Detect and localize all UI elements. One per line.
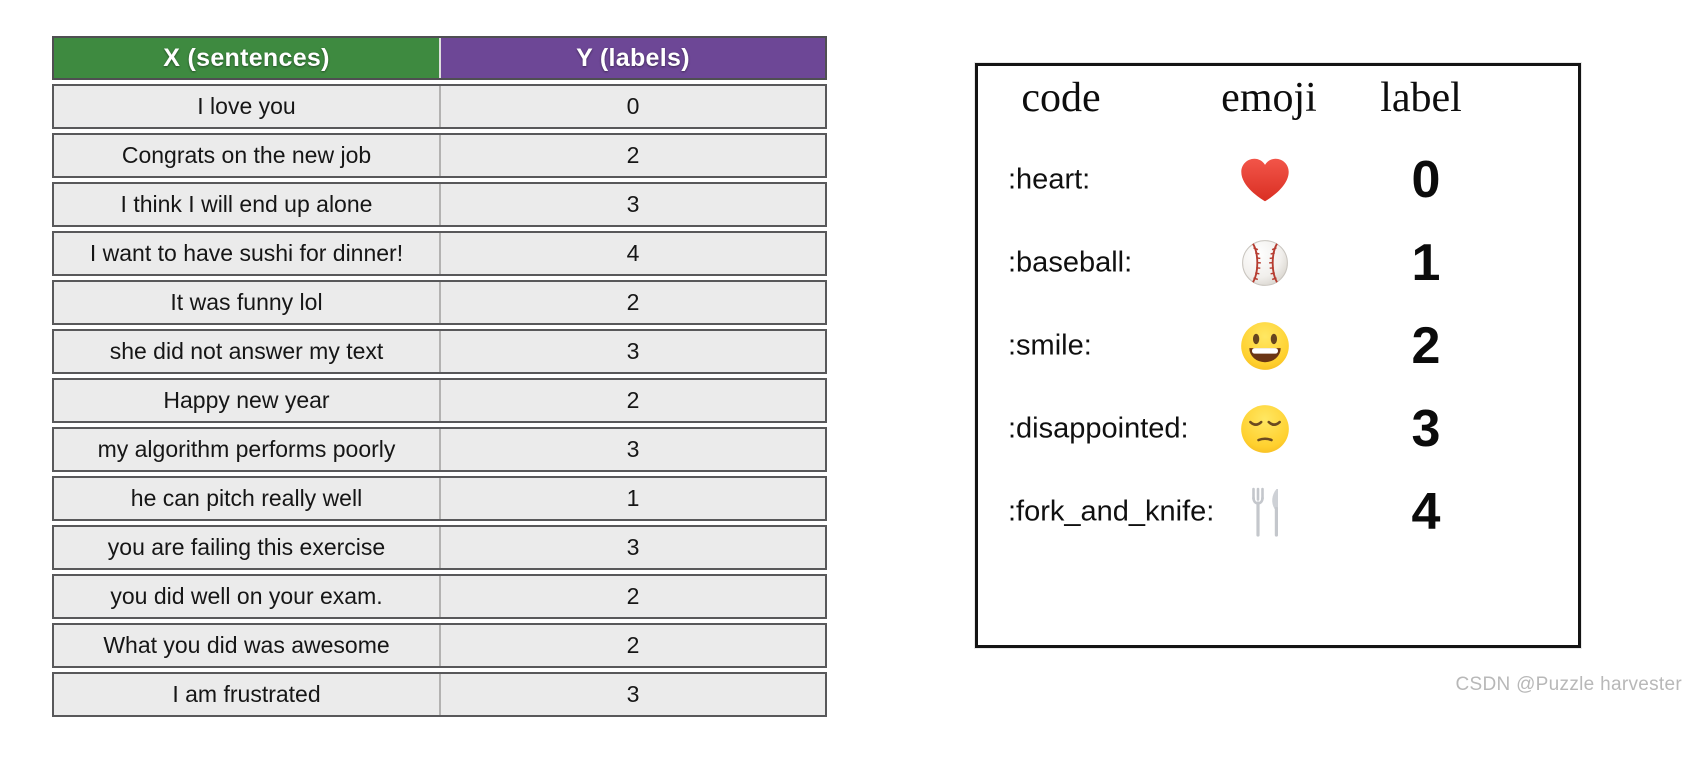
- sentence-cell: you are failing this exercise: [107, 534, 386, 560]
- legend-header-emoji: emoji: [1221, 75, 1317, 121]
- sentence-cell: he can pitch really well: [130, 485, 363, 511]
- label-cell: 2: [626, 142, 640, 168]
- sentence-cell: It was funny lol: [170, 289, 323, 315]
- sentence-cell: I am frustrated: [172, 681, 321, 707]
- legend-row: :smile: 2: [978, 304, 1578, 387]
- table-row: Congrats on the new job 2: [52, 133, 827, 178]
- emoji-code-text: :heart:: [1008, 163, 1091, 195]
- baseball-emoji-icon: [1230, 238, 1300, 288]
- label-cell: 2: [626, 387, 640, 413]
- sentence-cell: she did not answer my text: [109, 338, 384, 364]
- legend-row: :baseball: 1: [978, 221, 1578, 304]
- emoji-code-text: :disappointed:: [1008, 412, 1189, 444]
- column-header-sentences: X (sentences): [54, 38, 439, 78]
- table-row: you are failing this exercise 3: [52, 525, 827, 570]
- sentence-cell: I want to have sushi for dinner!: [89, 240, 404, 266]
- emoji-mapping-legend: code emoji label :heart: 0 :baseba: [975, 63, 1581, 648]
- emoji-label-number: 2: [1411, 316, 1441, 375]
- emoji-code-text: :baseball:: [1008, 246, 1133, 278]
- label-cell: 1: [626, 485, 640, 511]
- column-divider: [439, 478, 441, 519]
- legend-row: :disappointed: 3: [978, 387, 1578, 470]
- sentence-cell: my algorithm performs poorly: [97, 436, 396, 462]
- column-divider: [439, 527, 441, 568]
- emoji-code-text: :smile:: [1008, 329, 1092, 361]
- table-row: he can pitch really well 1: [52, 476, 827, 521]
- column-divider: [439, 674, 441, 715]
- legend-header-code: code: [1021, 75, 1101, 121]
- grinning-face-emoji-icon: [1230, 320, 1300, 372]
- sentence-cell: you did well on your exam.: [110, 583, 383, 609]
- emoji-label-number: 4: [1411, 482, 1441, 541]
- sentence-cell: Happy new year: [163, 387, 330, 413]
- label-cell: 3: [626, 191, 640, 217]
- column-divider: [439, 282, 441, 323]
- sentence-cell: Congrats on the new job: [121, 142, 372, 168]
- column-divider: [439, 380, 441, 421]
- column-divider: [439, 331, 441, 372]
- table-header-row: X (sentences) Y (labels): [52, 36, 827, 80]
- column-divider: [439, 135, 441, 176]
- table-row: Happy new year 2: [52, 378, 827, 423]
- label-cell: 4: [626, 240, 640, 266]
- label-cell: 2: [626, 583, 640, 609]
- emoji-label-number: 3: [1411, 399, 1441, 458]
- sentence-cell: I think I will end up alone: [120, 191, 373, 217]
- sentence-cell: What you did was awesome: [103, 632, 390, 658]
- emoji-label-number: 0: [1411, 150, 1441, 209]
- legend-row: :fork_and_knife: 4: [978, 470, 1578, 553]
- csdn-watermark: CSDN @Puzzle harvester: [1455, 674, 1682, 695]
- table-row: I think I will end up alone 3: [52, 182, 827, 227]
- label-cell: 3: [626, 681, 640, 707]
- column-divider: [439, 86, 441, 127]
- legend-header-label: label: [1380, 75, 1462, 121]
- pensive-face-emoji-icon: [1230, 403, 1300, 455]
- label-cell: 2: [626, 289, 640, 315]
- label-cell: 2: [626, 632, 640, 658]
- sentence-cell: I love you: [197, 93, 296, 119]
- emoji-label-number: 1: [1411, 233, 1441, 292]
- table-row: my algorithm performs poorly 3: [52, 427, 827, 472]
- table-row: she did not answer my text 3: [52, 329, 827, 374]
- emoji-code-text: :fork_and_knife:: [1008, 495, 1215, 527]
- table-row: you did well on your exam. 2: [52, 574, 827, 619]
- legend-row: :heart: 0: [978, 138, 1578, 221]
- column-header-labels: Y (labels): [441, 38, 825, 78]
- column-divider: [439, 429, 441, 470]
- label-cell: 3: [626, 436, 640, 462]
- table-row: What you did was awesome 2: [52, 623, 827, 668]
- dataset-table: X (sentences) Y (labels) I love you 0 Co…: [52, 36, 827, 721]
- table-row: I want to have sushi for dinner! 4: [52, 231, 827, 276]
- column-divider: [439, 233, 441, 274]
- column-divider: [439, 576, 441, 617]
- column-divider: [439, 625, 441, 666]
- table-row: I love you 0: [52, 84, 827, 129]
- fork-and-knife-emoji-icon: [1230, 486, 1300, 538]
- column-divider: [439, 184, 441, 225]
- legend-rows: :heart: 0 :baseball:: [978, 138, 1578, 553]
- label-cell: 0: [626, 93, 640, 119]
- label-cell: 3: [626, 338, 640, 364]
- table-row: It was funny lol 2: [52, 280, 827, 325]
- label-cell: 3: [626, 534, 640, 560]
- red-heart-emoji-icon: [1230, 156, 1300, 204]
- table-row: I am frustrated 3: [52, 672, 827, 717]
- column-divider: [439, 38, 441, 78]
